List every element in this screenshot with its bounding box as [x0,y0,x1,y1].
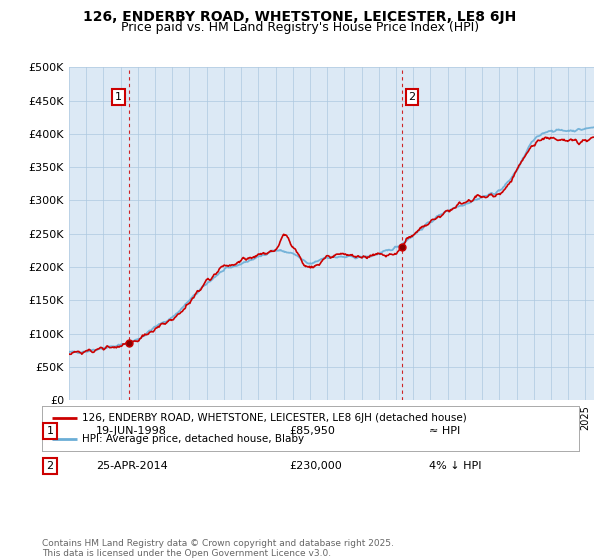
Text: 126, ENDERBY ROAD, WHETSTONE, LEICESTER, LE8 6JH (detached house): 126, ENDERBY ROAD, WHETSTONE, LEICESTER,… [82,413,467,423]
Text: 1: 1 [115,92,122,102]
Text: 19-JUN-1998: 19-JUN-1998 [96,426,167,436]
Text: £230,000: £230,000 [289,461,342,471]
Text: 1: 1 [47,426,53,436]
Text: 2: 2 [409,92,415,102]
Text: 25-APR-2014: 25-APR-2014 [96,461,167,471]
Text: 4% ↓ HPI: 4% ↓ HPI [428,461,481,471]
Text: £85,950: £85,950 [289,426,335,436]
Text: ≈ HPI: ≈ HPI [428,426,460,436]
Text: Price paid vs. HM Land Registry's House Price Index (HPI): Price paid vs. HM Land Registry's House … [121,21,479,34]
Text: Contains HM Land Registry data © Crown copyright and database right 2025.
This d: Contains HM Land Registry data © Crown c… [42,539,394,558]
Text: 2: 2 [46,461,53,471]
Text: 126, ENDERBY ROAD, WHETSTONE, LEICESTER, LE8 6JH: 126, ENDERBY ROAD, WHETSTONE, LEICESTER,… [83,10,517,24]
Text: HPI: Average price, detached house, Blaby: HPI: Average price, detached house, Blab… [82,433,304,444]
